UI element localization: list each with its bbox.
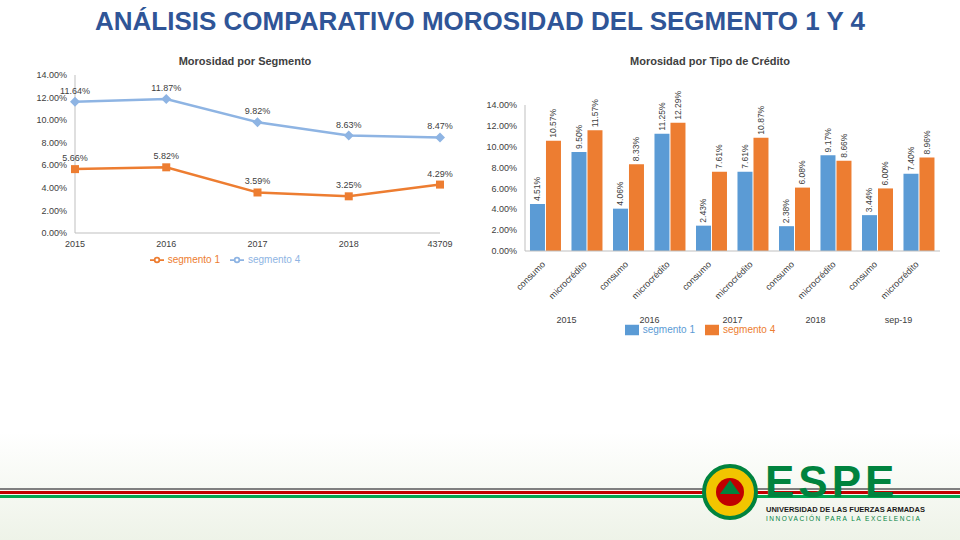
html-text:Morosidad por Segmento: Morosidad por Segmento — [178, 55, 312, 67]
svg-text:consumo: consumo — [680, 259, 713, 292]
svg-text:6.08%: 6.08% — [797, 160, 807, 185]
html-text:INNOVACIÓN PARA LA EXCELENCIA: INNOVACIÓN PARA LA EXCELENCIA — [766, 515, 922, 522]
svg-text:2018: 2018 — [805, 315, 825, 325]
svg-text:consumo: consumo — [763, 259, 796, 292]
html-text:ESPE: ESPE — [765, 457, 899, 506]
svg-text:microcrédito: microcrédito — [713, 259, 755, 301]
svg-text:0.00%: 0.00% — [41, 228, 67, 238]
svg-text:microcrédito: microcrédito — [547, 259, 589, 301]
svg-text:11.25%: 11.25% — [657, 102, 667, 131]
svg-text:4.06%: 4.06% — [615, 181, 625, 206]
svg-text:43709: 43709 — [427, 239, 452, 249]
svg-text:2.43%: 2.43% — [698, 198, 708, 223]
svg-text:2015: 2015 — [65, 239, 85, 249]
svg-text:3.44%: 3.44% — [864, 188, 874, 213]
svg-text:8.00%: 8.00% — [491, 163, 517, 173]
html-text:Morosidad por Tipo de Crédito: Morosidad por Tipo de Crédito — [630, 55, 790, 67]
svg-text:14.00%: 14.00% — [486, 100, 517, 110]
svg-text:2018: 2018 — [339, 239, 359, 249]
svg-text:6.00%: 6.00% — [41, 160, 67, 171]
svg-text:2.00%: 2.00% — [41, 206, 67, 216]
svg-text:14.00%: 14.00% — [36, 70, 67, 80]
svg-text:8.63%: 8.63% — [336, 120, 362, 130]
html-text:segmento 1: segmento 1 — [167, 253, 220, 265]
svg-text:11.57%: 11.57% — [590, 99, 600, 128]
svg-text:3.59%: 3.59% — [245, 176, 271, 186]
svg-text:2017: 2017 — [247, 239, 267, 249]
svg-text:8.66%: 8.66% — [839, 133, 849, 158]
svg-text:microcrédito: microcrédito — [630, 259, 672, 301]
svg-text:12.00%: 12.00% — [36, 92, 67, 103]
svg-text:2017: 2017 — [722, 315, 742, 325]
svg-text:8.33%: 8.33% — [631, 137, 641, 162]
svg-text:2015: 2015 — [556, 315, 576, 325]
svg-text:10.00%: 10.00% — [36, 115, 67, 125]
svg-text:microcrédito: microcrédito — [796, 259, 838, 301]
svg-text:4.00%: 4.00% — [491, 204, 517, 214]
svg-text:7.61%: 7.61% — [740, 144, 750, 169]
svg-text:4.00%: 4.00% — [41, 183, 67, 193]
svg-text:3.25%: 3.25% — [336, 180, 362, 190]
svg-text:9.17%: 9.17% — [823, 128, 833, 153]
svg-text:8.47%: 8.47% — [427, 121, 453, 131]
svg-text:2016: 2016 — [639, 315, 659, 325]
svg-text:11.64%: 11.64% — [60, 86, 90, 96]
svg-text:12.29%: 12.29% — [673, 91, 683, 120]
html-text:segmento 4: segmento 4 — [723, 323, 776, 335]
html-text:UNIVERSIDAD DE LAS FUERZAS ARM: UNIVERSIDAD DE LAS FUERZAS ARMADAS — [766, 505, 925, 514]
svg-text:12.00%: 12.00% — [486, 121, 517, 131]
svg-text:10.57%: 10.57% — [548, 108, 558, 137]
html-text:ANÁLISIS COMPARATIVO MOROSIDAD: ANÁLISIS COMPARATIVO MOROSIDAD DEL SEGME… — [95, 6, 865, 36]
svg-text:9.82%: 9.82% — [245, 106, 271, 116]
svg-text:10.00%: 10.00% — [486, 142, 517, 152]
svg-text:10.87%: 10.87% — [756, 105, 766, 134]
svg-text:7.61%: 7.61% — [714, 144, 724, 169]
svg-text:5.82%: 5.82% — [153, 151, 179, 161]
svg-text:2016: 2016 — [156, 239, 176, 249]
html-text:segmento 1: segmento 1 — [642, 323, 695, 335]
svg-text:11.87%: 11.87% — [151, 83, 181, 93]
svg-text:7.40%: 7.40% — [906, 146, 916, 171]
svg-text:9.50%: 9.50% — [574, 124, 584, 149]
svg-text:8.96%: 8.96% — [922, 130, 932, 155]
svg-text:0.00%: 0.00% — [491, 246, 517, 256]
svg-text:6.00%: 6.00% — [491, 184, 517, 194]
svg-text:2.00%: 2.00% — [491, 225, 517, 235]
svg-text:consumo: consumo — [846, 259, 879, 292]
svg-text:2.38%: 2.38% — [781, 199, 791, 224]
svg-text:4.51%: 4.51% — [532, 176, 542, 201]
html-text:segmento 4: segmento 4 — [248, 253, 301, 265]
svg-text:consumo: consumo — [597, 259, 630, 292]
svg-text:consumo: consumo — [514, 259, 547, 292]
svg-text:4.29%: 4.29% — [427, 169, 453, 179]
svg-text:5.66%: 5.66% — [62, 153, 88, 163]
svg-text:sep-19: sep-19 — [885, 315, 913, 325]
svg-text:microcrédito: microcrédito — [879, 259, 921, 301]
svg-text:8.00%: 8.00% — [41, 138, 67, 148]
svg-text:6.00%: 6.00% — [880, 161, 890, 186]
